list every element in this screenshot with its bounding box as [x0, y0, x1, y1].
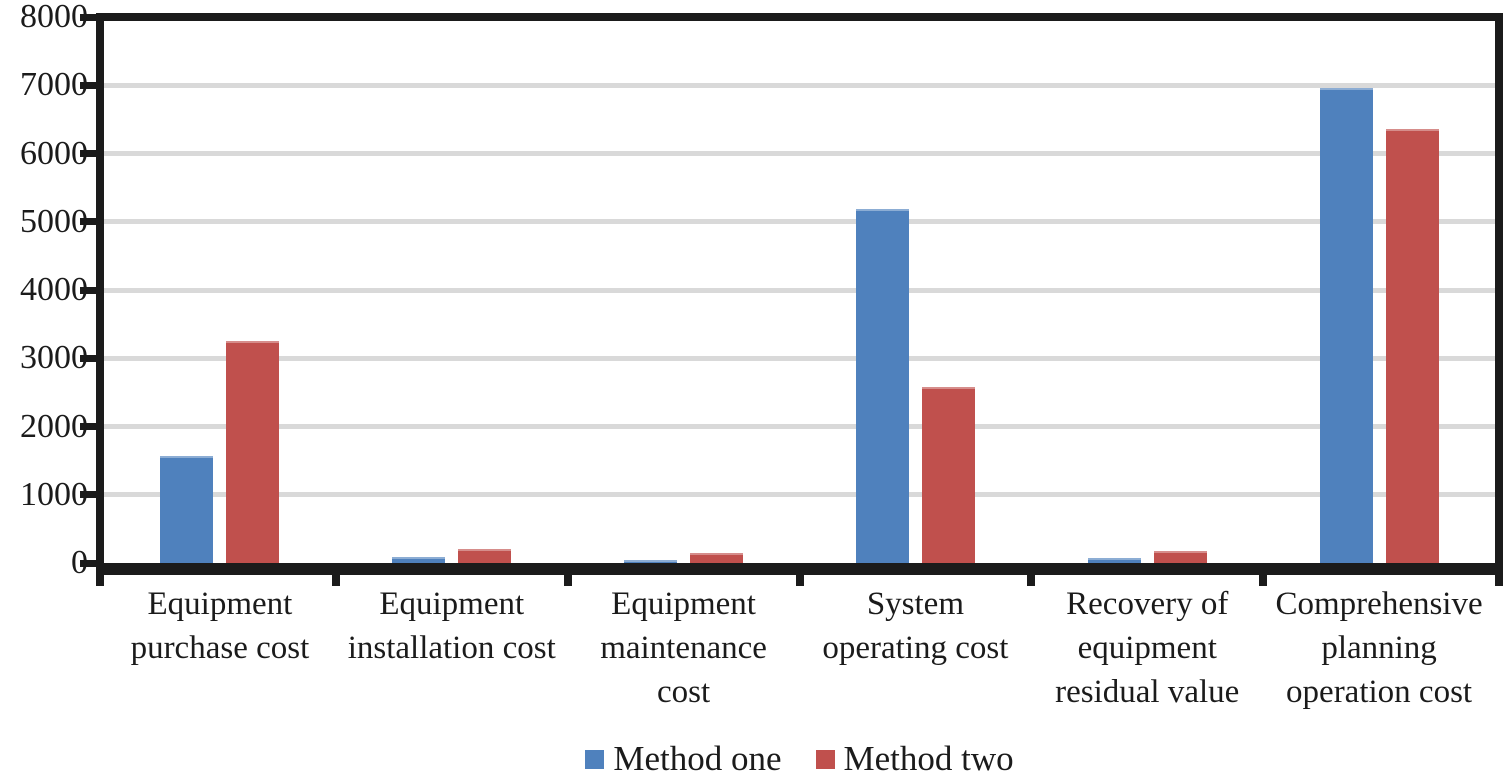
chart-legend: Method one Method two [104, 736, 1495, 782]
bar-method-one [160, 455, 214, 563]
category-label: System operating cost [794, 582, 1038, 670]
category-label-line: purchase cost [130, 630, 310, 666]
bar-method-two [226, 340, 280, 563]
category-label: Comprehensive planning operation cost [1257, 582, 1501, 714]
y-axis-tick-mark [80, 218, 104, 226]
x-axis-tick-mark [1495, 575, 1503, 586]
y-axis-tick-mark [80, 81, 104, 89]
y-axis-tick-label: 2000 [20, 407, 88, 445]
gridline [104, 151, 1495, 156]
x-axis-tick-mark [1027, 575, 1036, 586]
bar-method-one [855, 209, 909, 563]
category-label-line: equipment [1077, 630, 1217, 666]
category-label-line: Equipment [147, 586, 293, 622]
x-axis-tick-mark [331, 575, 340, 586]
category-label-line: cost [656, 674, 711, 710]
y-axis-tick-label: 7000 [20, 66, 88, 104]
category-label-line: installation cost [347, 630, 556, 666]
legend-label-method-one: Method one [613, 739, 782, 778]
bar-method-one [1087, 557, 1141, 563]
category-label-line: maintenance [600, 630, 767, 666]
bar-method-two [458, 548, 512, 563]
bar-method-two [921, 386, 975, 563]
legend-swatch-method-two [815, 749, 835, 769]
category-label-line: operating cost [822, 630, 1009, 666]
bar-method-two [690, 553, 744, 563]
gridline [104, 355, 1495, 361]
legend-swatch-method-one [585, 749, 605, 769]
bar-method-one [1319, 87, 1373, 563]
category-label-line: Equipment [379, 586, 525, 622]
gridline [104, 219, 1495, 225]
y-axis-tick-label: 1000 [20, 475, 88, 513]
legend-item-method-two: Method two [815, 739, 1014, 779]
bar-method-two [1153, 551, 1207, 563]
gridline [104, 82, 1495, 88]
y-axis-tick-label: 6000 [20, 134, 88, 172]
x-axis-tick-mark [795, 575, 804, 586]
plot-area [96, 13, 1503, 575]
bar-method-one [624, 559, 678, 563]
category-label-line: operation cost [1286, 674, 1473, 710]
y-axis-tick-mark [80, 13, 104, 21]
y-axis-tick-label: 3000 [20, 339, 88, 377]
category-label: Equipment maintenance cost [562, 582, 806, 714]
y-axis-tick-label: 0 [71, 544, 88, 581]
x-axis-tick-mark [563, 575, 572, 586]
category-label-line: System [866, 586, 964, 622]
y-axis-tick-mark [80, 150, 104, 157]
gridline [104, 287, 1495, 293]
category-label-line: planning [1321, 630, 1437, 666]
category-label-line: residual value [1055, 674, 1240, 710]
y-axis-tick-label: 8000 [20, 0, 88, 35]
y-axis-tick-mark [80, 286, 104, 294]
category-label: Equipment installation cost [330, 582, 574, 670]
y-axis-tick-mark [80, 491, 104, 499]
legend-label-method-two: Method two [843, 739, 1014, 778]
y-axis-tick-label: 4000 [20, 271, 88, 308]
y-axis-tick-mark [80, 354, 104, 362]
y-axis-tick-mark [80, 423, 104, 430]
gridline [104, 492, 1495, 498]
category-label: Recovery of equipment residual value [1025, 582, 1269, 714]
legend-item-method-one: Method one [585, 739, 782, 779]
bar-method-two [1385, 128, 1439, 563]
bar-method-one [392, 556, 446, 563]
y-axis-tick-mark [80, 559, 104, 567]
category-label: Equipment purchase cost [98, 582, 342, 670]
category-label-line: Recovery of [1066, 586, 1229, 622]
x-axis-tick-mark [96, 575, 104, 586]
gridline [104, 424, 1495, 429]
category-label-line: Comprehensive [1275, 586, 1483, 622]
category-label-line: Equipment [611, 586, 756, 622]
x-axis-tick-mark [1259, 575, 1268, 586]
y-axis-tick-label: 5000 [20, 202, 88, 240]
